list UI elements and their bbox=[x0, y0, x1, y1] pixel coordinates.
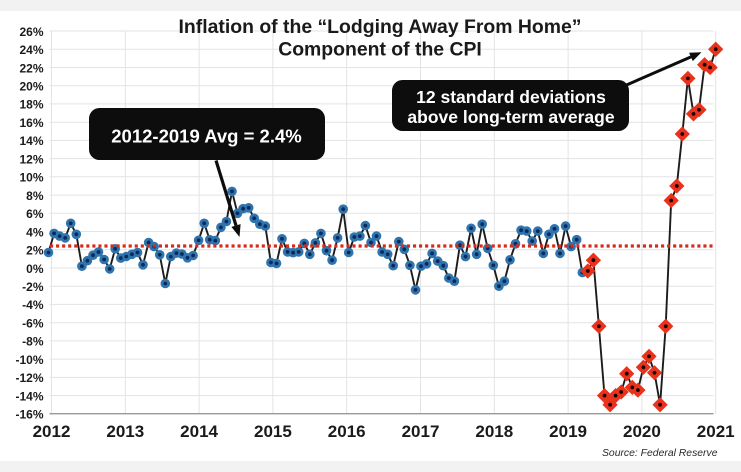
svg-text:2017: 2017 bbox=[402, 422, 440, 441]
svg-text:8%: 8% bbox=[26, 189, 44, 203]
svg-text:24%: 24% bbox=[19, 43, 43, 57]
svg-text:26%: 26% bbox=[19, 25, 43, 39]
svg-text:2019: 2019 bbox=[549, 422, 587, 441]
svg-text:2012-2019 Avg = 2.4%: 2012-2019 Avg = 2.4% bbox=[111, 125, 301, 146]
svg-text:2012: 2012 bbox=[33, 422, 71, 441]
svg-text:0%: 0% bbox=[26, 262, 44, 276]
svg-text:14%: 14% bbox=[19, 134, 43, 148]
svg-text:18%: 18% bbox=[19, 98, 43, 112]
svg-text:2013: 2013 bbox=[106, 422, 144, 441]
svg-text:-8%: -8% bbox=[22, 335, 44, 349]
svg-text:2016: 2016 bbox=[328, 422, 366, 441]
svg-text:-14%: -14% bbox=[15, 389, 43, 403]
svg-text:2020: 2020 bbox=[623, 422, 661, 441]
svg-text:22%: 22% bbox=[19, 61, 43, 75]
svg-text:-10%: -10% bbox=[15, 353, 43, 367]
svg-text:-2%: -2% bbox=[22, 280, 44, 294]
svg-text:-16%: -16% bbox=[15, 408, 43, 422]
svg-text:Component of the CPI: Component of the CPI bbox=[278, 39, 482, 61]
svg-text:2021: 2021 bbox=[697, 422, 735, 441]
svg-text:2018: 2018 bbox=[475, 422, 513, 441]
svg-text:2%: 2% bbox=[26, 244, 44, 258]
svg-text:-6%: -6% bbox=[22, 317, 44, 331]
svg-text:12%: 12% bbox=[19, 152, 43, 166]
svg-text:2015: 2015 bbox=[254, 422, 292, 441]
svg-text:6%: 6% bbox=[26, 207, 44, 221]
svg-text:4%: 4% bbox=[26, 225, 44, 239]
svg-text:Source: Federal Reserve: Source: Federal Reserve bbox=[602, 448, 718, 459]
svg-text:20%: 20% bbox=[19, 80, 43, 94]
svg-text:Inflation of the “Lodging Away: Inflation of the “Lodging Away From Home… bbox=[179, 16, 582, 38]
svg-text:12 standard deviations: 12 standard deviations bbox=[416, 87, 606, 107]
svg-text:above long-term average: above long-term average bbox=[407, 107, 614, 127]
svg-text:10%: 10% bbox=[19, 171, 43, 185]
svg-text:-4%: -4% bbox=[22, 298, 44, 312]
svg-text:16%: 16% bbox=[19, 116, 43, 130]
svg-text:-12%: -12% bbox=[15, 371, 43, 385]
svg-text:2014: 2014 bbox=[180, 422, 218, 441]
